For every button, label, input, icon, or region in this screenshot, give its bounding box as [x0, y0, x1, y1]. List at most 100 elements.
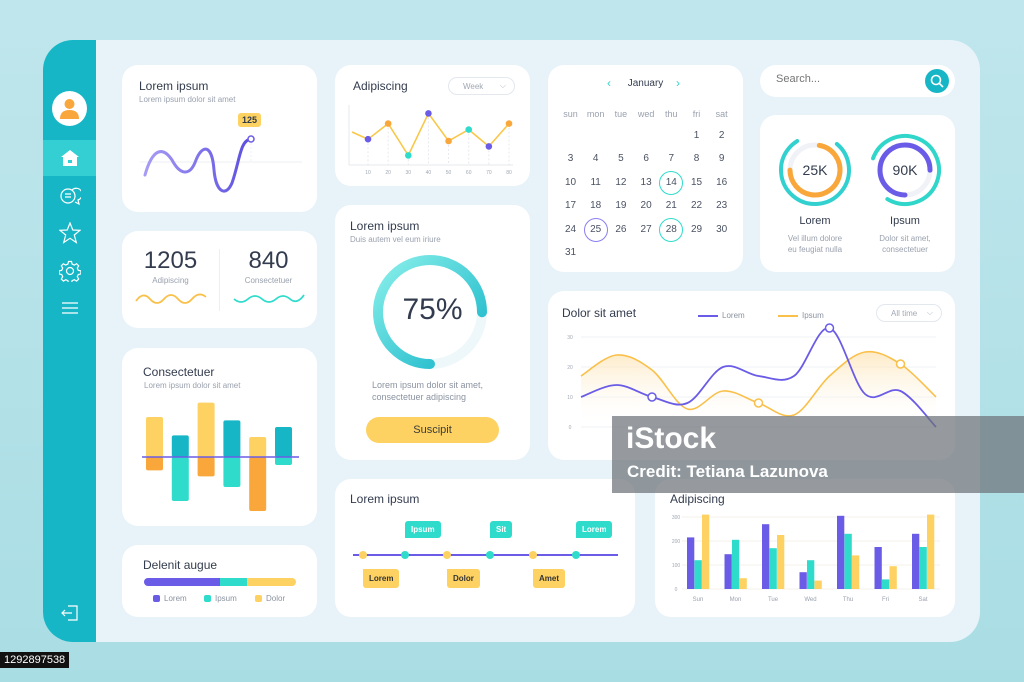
calendar-day[interactable]: 7 [668, 153, 675, 165]
period-dropdown[interactable]: All time ⌵ [876, 304, 942, 322]
legend-item: Ipsum [778, 311, 824, 320]
calendar-day[interactable]: 29 [690, 223, 703, 235]
x-tick-label: 80 [506, 170, 512, 176]
y-tick-label: 0 [569, 425, 572, 431]
x-tick-label: Fri [882, 597, 889, 603]
series-line-lorem [580, 327, 937, 428]
search-button[interactable] [925, 69, 949, 93]
bar-upper [146, 417, 163, 457]
legend-label: Lorem [164, 594, 187, 603]
data-point [364, 135, 372, 143]
sidebar-item-home[interactable] [43, 140, 96, 176]
sidebar-item-menu[interactable] [43, 290, 96, 326]
bar [874, 547, 882, 589]
search-input[interactable] [776, 73, 916, 85]
bar-lower [249, 457, 267, 511]
sidebar-item-messages[interactable] [43, 178, 96, 214]
calendar-day[interactable]: 16 [716, 176, 728, 188]
calendar-day[interactable]: 5 [618, 153, 624, 165]
x-tick-label: Sat [918, 597, 927, 603]
calendar-day[interactable]: 17 [564, 200, 577, 212]
sidebar-item-favorites[interactable] [43, 215, 96, 251]
data-point [404, 152, 412, 159]
x-tick-label: Wed [804, 597, 816, 603]
data-point [485, 143, 493, 150]
avatar[interactable] [52, 91, 87, 126]
timeline-tag[interactable]: Lorem [576, 521, 613, 538]
timeline-tag[interactable]: Amet [533, 569, 566, 588]
calendar-day[interactable]: 26 [615, 223, 627, 235]
y-tick-label: 300 [672, 515, 681, 521]
calendar-day[interactable]: 10 [564, 176, 577, 188]
timeline-tag[interactable]: Ipsum [405, 521, 441, 538]
calendar-day[interactable]: 12 [615, 176, 627, 188]
next-month-button[interactable]: › [676, 76, 680, 90]
x-tick-label: 50 [446, 170, 452, 176]
calendar-day[interactable]: 27 [640, 223, 652, 235]
calendar-day[interactable]: 31 [564, 247, 577, 258]
calendar-day[interactable]: 2 [718, 130, 725, 141]
ring-description: eu feugiat nulla [787, 245, 843, 254]
legend-swatch [778, 314, 798, 317]
calendar-day[interactable]: 24 [564, 223, 577, 235]
timeline-card: Lorem ipsum Ipsum Sit Lorem Lorem Dolor Amet [335, 479, 635, 617]
calendar-day[interactable]: 8 [693, 153, 700, 165]
calendar-day[interactable]: 23 [716, 200, 728, 212]
calendar-day[interactable]: 13 [640, 176, 652, 188]
calendar-day[interactable]: 6 [643, 153, 649, 165]
calendar-day[interactable]: 19 [615, 200, 627, 212]
logout-button[interactable] [43, 595, 96, 631]
timeline-axis [353, 554, 618, 556]
calendar-day[interactable]: 21 [665, 200, 677, 212]
image-id: 1292897538 [0, 652, 70, 668]
progress-ring [373, 255, 487, 369]
bar [919, 547, 927, 589]
bar-upper [223, 420, 241, 457]
calendar-day[interactable]: 4 [592, 153, 599, 165]
timeline-tag[interactable]: Dolor [447, 569, 480, 588]
bar [702, 514, 710, 589]
stats-card: 1205 Adipiscing 840 Consectetuer [122, 231, 317, 328]
data-point [425, 110, 432, 117]
sidebar [43, 40, 96, 642]
legend-item: Lorem [698, 311, 745, 320]
description-line: Lorem ipsum dolor sit amet, [372, 380, 484, 390]
timeline-tag[interactable]: Sit [490, 521, 513, 538]
calendar-day[interactable]: 30 [716, 223, 728, 235]
x-tick-label: 10 [365, 170, 371, 176]
calendar-day[interactable]: 20 [640, 200, 652, 212]
timeline-tag[interactable]: Lorem [363, 569, 400, 588]
legend-swatch [204, 595, 211, 602]
bar [694, 560, 702, 589]
calendar-day[interactable]: 22 [690, 200, 703, 212]
bar [889, 566, 897, 589]
bar-upper [171, 435, 189, 457]
watermark-logo: iStock [626, 422, 717, 455]
data-point [465, 126, 473, 133]
gear-icon [58, 260, 81, 282]
watermark-credit: Credit: Tetiana Lazunova [627, 462, 828, 481]
ring-description: consectetuer [882, 245, 928, 254]
data-point [384, 120, 392, 127]
bar [687, 537, 695, 589]
card-title: Dolor sit amet [562, 306, 637, 320]
data-marker [647, 392, 657, 402]
calendar-day[interactable]: 11 [590, 176, 601, 188]
calendar-day[interactable]: 3 [567, 153, 574, 165]
card-title: Adipiscing [670, 492, 725, 506]
calendar-day[interactable]: 18 [590, 200, 602, 212]
ring-gauge [779, 134, 851, 206]
period-dropdown[interactable]: Week ⌵ [448, 77, 515, 95]
suscipit-button[interactable]: Suscipit [366, 417, 499, 443]
bar-lower [223, 457, 241, 487]
bar [852, 555, 860, 589]
calendar-day[interactable]: 15 [690, 176, 703, 188]
ring-value: 90K [892, 162, 918, 178]
calendar-day[interactable]: 1 [693, 130, 700, 141]
prev-month-button[interactable]: ‹ [607, 76, 611, 90]
card-title: Adipiscing [353, 79, 408, 93]
line-chart-card: Adipiscing Week ⌵ 10 20 30 40 50 60 70 80 [335, 65, 530, 186]
wave-line [143, 137, 253, 193]
sidebar-item-settings[interactable] [43, 253, 96, 289]
calendar-day[interactable]: 9 [718, 153, 725, 165]
